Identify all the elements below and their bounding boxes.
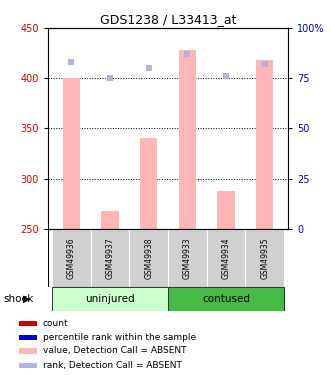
Bar bbox=[256, 60, 273, 229]
Text: ▶: ▶ bbox=[24, 294, 31, 304]
Bar bbox=[129, 229, 168, 287]
Text: uninjured: uninjured bbox=[85, 294, 135, 304]
Bar bbox=[91, 229, 129, 287]
Text: value, Detection Call = ABSENT: value, Detection Call = ABSENT bbox=[43, 346, 186, 355]
Bar bbox=[20, 335, 36, 340]
Text: GSM49935: GSM49935 bbox=[260, 237, 269, 279]
Text: rank, Detection Call = ABSENT: rank, Detection Call = ABSENT bbox=[43, 361, 182, 370]
Bar bbox=[179, 50, 196, 229]
Text: GSM49934: GSM49934 bbox=[221, 237, 230, 279]
Bar bbox=[245, 229, 284, 287]
Bar bbox=[63, 78, 80, 229]
Bar bbox=[140, 138, 157, 229]
Text: shock: shock bbox=[3, 294, 34, 304]
Bar bbox=[20, 321, 36, 326]
Bar bbox=[207, 229, 245, 287]
Text: count: count bbox=[43, 319, 69, 328]
Bar bbox=[217, 190, 235, 229]
Bar bbox=[101, 211, 118, 229]
Text: GSM49936: GSM49936 bbox=[67, 237, 76, 279]
Text: contused: contused bbox=[202, 294, 250, 304]
Bar bbox=[168, 287, 284, 311]
Bar bbox=[52, 229, 91, 287]
Text: GSM49933: GSM49933 bbox=[183, 237, 192, 279]
Bar bbox=[168, 229, 207, 287]
Bar bbox=[20, 348, 36, 354]
Bar bbox=[20, 363, 36, 368]
Bar bbox=[52, 287, 168, 311]
Text: percentile rank within the sample: percentile rank within the sample bbox=[43, 333, 196, 342]
Text: GSM49937: GSM49937 bbox=[106, 237, 115, 279]
Text: GSM49938: GSM49938 bbox=[144, 237, 153, 279]
Title: GDS1238 / L33413_at: GDS1238 / L33413_at bbox=[100, 13, 236, 26]
